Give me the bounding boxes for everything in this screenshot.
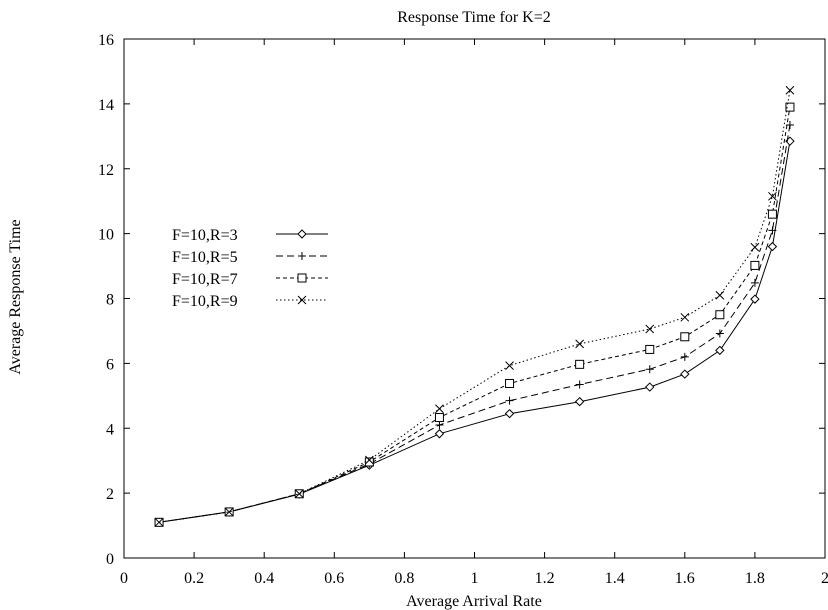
legend-label: F=10,R=7 (172, 271, 238, 288)
plus-marker (750, 278, 759, 287)
y-tick-label: 8 (106, 292, 114, 309)
cross-marker (297, 295, 307, 305)
plus-marker (645, 365, 654, 374)
cross-marker (785, 85, 795, 95)
y-tick-label: 12 (98, 162, 114, 179)
square-marker (785, 102, 795, 112)
diamond-marker (715, 345, 725, 356)
cross-marker (575, 339, 585, 349)
square-marker (680, 332, 690, 342)
x-tick-label: 1.6 (675, 570, 695, 587)
cross-marker (294, 489, 304, 499)
square-marker (297, 273, 307, 283)
plus-marker (768, 226, 777, 235)
plus-marker (298, 252, 306, 260)
diamond-marker (680, 369, 690, 379)
cross-marker (435, 404, 444, 414)
diamond-marker (434, 429, 445, 439)
x-tick-label: 2 (821, 570, 828, 587)
x-axis-label: Average Arrival Rate (406, 593, 542, 610)
diamond-marker (645, 382, 655, 392)
cross-marker (750, 242, 760, 252)
diamond-marker (297, 229, 307, 239)
legend-item: F=10,R=3 (172, 227, 328, 244)
legend-label: F=10,R=5 (172, 249, 238, 266)
plus-marker (505, 396, 514, 405)
y-tick-label: 2 (106, 486, 114, 503)
legend-item: F=10,R=7 (172, 271, 328, 288)
series-line (159, 141, 791, 523)
series-1 (154, 136, 795, 528)
chart-title: Response Time for K=2 (397, 9, 550, 26)
cross-marker (364, 455, 374, 465)
cross-marker (768, 191, 777, 201)
x-tick-label: 1.4 (605, 570, 625, 587)
y-tick-label: 10 (98, 227, 114, 244)
legend: F=10,R=3 F=10,R=5 F=10,R=7 F=10,R=9 (172, 227, 328, 310)
square-marker (505, 378, 515, 388)
cross-marker (154, 517, 164, 527)
x-tick-label: 0.4 (254, 570, 274, 587)
square-marker (575, 359, 585, 369)
x-tick-label: 0.6 (324, 570, 344, 587)
legend-label: F=10,R=9 (172, 293, 238, 310)
series-line (159, 107, 791, 523)
diamond-marker (767, 241, 778, 252)
x-tick-label: 0 (120, 570, 128, 587)
cross-marker (680, 312, 690, 322)
plus-marker (785, 120, 794, 129)
y-axis-label: Average Response Time (7, 219, 24, 374)
x-tick-label: 1.2 (535, 570, 555, 587)
diamond-marker (750, 294, 760, 304)
y-tick-label: 14 (98, 97, 114, 114)
cross-marker (645, 324, 655, 334)
plus-marker (715, 329, 724, 338)
square-marker (364, 457, 374, 467)
plus-marker (575, 380, 584, 389)
cross-marker (505, 361, 514, 370)
legend-item: F=10,R=9 (172, 293, 328, 310)
cross-marker (715, 290, 725, 300)
y-tick-label: 4 (106, 421, 114, 438)
series-line (159, 124, 791, 523)
square-marker (434, 413, 444, 423)
cross-marker (224, 507, 234, 517)
plus-marker (680, 352, 689, 361)
diamond-marker (504, 408, 515, 419)
square-marker (750, 260, 760, 270)
series-line (159, 90, 791, 523)
y-tick-label: 16 (98, 32, 114, 49)
x-tick-label: 1.8 (745, 570, 765, 587)
legend-label: F=10,R=3 (172, 227, 238, 244)
square-marker (715, 310, 725, 320)
x-tick-label: 1 (471, 570, 479, 587)
legend-item: F=10,R=5 (172, 249, 328, 266)
square-marker (767, 209, 777, 219)
series-2 (155, 120, 794, 527)
x-tick-label: 0.8 (394, 570, 414, 587)
y-tick-label: 6 (106, 356, 114, 373)
plus-marker (435, 421, 444, 430)
axis-ticks: 0 0.2 0.4 0.6 0.8 1 1.2 1.4 1.6 1.8 2 0 2 4 6 8 10 12 14 16 (98, 32, 828, 587)
diamond-marker (574, 396, 585, 407)
series-3 (154, 102, 795, 527)
series-4 (154, 85, 795, 527)
square-marker (645, 344, 655, 354)
series-layer (154, 85, 795, 528)
x-tick-label: 0.2 (184, 570, 204, 587)
y-tick-label: 0 (106, 551, 114, 568)
